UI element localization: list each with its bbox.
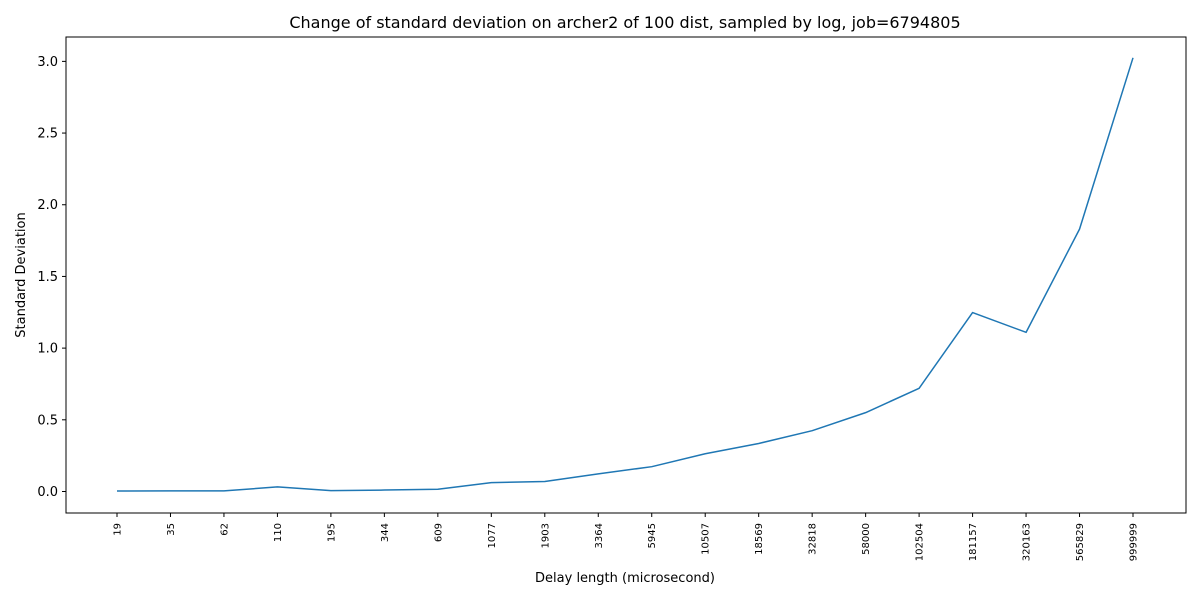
x-tick-label: 565829 bbox=[1075, 523, 1086, 561]
y-tick-label: 3.0 bbox=[37, 55, 58, 70]
y-axis-label: Standard Deviation bbox=[14, 212, 29, 337]
x-tick-label: 1903 bbox=[540, 523, 551, 548]
y-tick-label: 0.5 bbox=[37, 413, 58, 428]
x-tick-label: 344 bbox=[380, 523, 391, 542]
x-tick-label: 3364 bbox=[594, 523, 605, 548]
x-tick-label: 18569 bbox=[754, 523, 765, 555]
y-tick-label: 1.5 bbox=[37, 270, 58, 285]
y-tick-label: 2.5 bbox=[37, 127, 58, 142]
y-tick-label: 0.0 bbox=[37, 485, 58, 500]
x-tick-label: 58000 bbox=[861, 523, 872, 555]
y-tick-label: 1.0 bbox=[37, 342, 58, 357]
x-tick-label: 320163 bbox=[1022, 523, 1033, 561]
x-tick-label: 62 bbox=[219, 523, 230, 536]
x-tick-label: 181157 bbox=[968, 523, 979, 561]
x-tick-label: 35 bbox=[166, 523, 177, 536]
x-tick-label: 32818 bbox=[808, 523, 819, 555]
x-axis-label: Delay length (microsecond) bbox=[535, 571, 715, 586]
x-tick-label: 609 bbox=[433, 523, 444, 542]
chart-title: Change of standard deviation on archer2 … bbox=[289, 13, 960, 32]
plot-frame bbox=[65, 36, 1187, 514]
x-tick-label: 19 bbox=[113, 523, 124, 536]
x-tick-label: 5945 bbox=[647, 523, 658, 548]
y-tick-label: 2.0 bbox=[37, 198, 58, 213]
x-tick-label: 102504 bbox=[915, 523, 926, 561]
x-tick-label: 110 bbox=[273, 523, 284, 542]
x-tick-label: 1077 bbox=[487, 523, 498, 548]
x-tick-label: 195 bbox=[326, 523, 337, 542]
series-line bbox=[116, 57, 1134, 492]
x-tick-label: 999999 bbox=[1129, 523, 1140, 561]
x-tick-label: 10507 bbox=[701, 523, 712, 555]
plot-area: 0.0 0.5 1.0 1.5 2.0 2.5 3.0 19 35 62 110 195 344 609 1… bbox=[37, 36, 1187, 561]
